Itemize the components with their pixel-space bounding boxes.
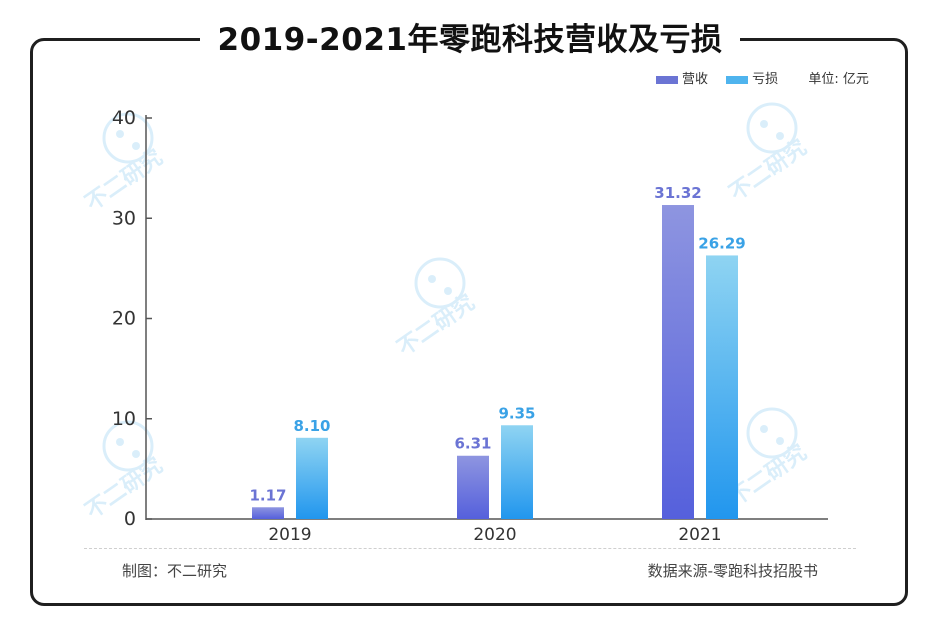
unit-label: 单位: 亿元 — [808, 72, 869, 87]
x-tick-label: 2021 — [678, 525, 721, 545]
x-ticks: 2019 2020 2021 — [268, 525, 721, 545]
data-label-revenue-2019: 1.17 — [249, 486, 286, 504]
watermark-logo-icon — [414, 257, 466, 309]
bar-revenue-2019 — [252, 507, 284, 519]
chart-title: 2019-2021年零跑科技营收及亏损 — [199, 14, 741, 59]
data-label-loss-2021: 26.29 — [698, 234, 745, 252]
watermark-dot — [132, 142, 140, 150]
legend-item-revenue: 营收 — [656, 72, 712, 87]
y-ticks: 0 10 20 30 40 — [112, 107, 152, 530]
watermark-text: 不二研究 — [392, 289, 479, 361]
watermark-dot — [116, 130, 124, 138]
legend-item-loss: 亏损 — [726, 72, 782, 87]
y-tick-label: 0 — [124, 508, 136, 530]
legend-swatch-loss — [726, 75, 749, 84]
footer-divider — [84, 548, 856, 549]
bar-loss-2020 — [501, 425, 533, 519]
watermark-1: 不二研究 — [80, 112, 167, 216]
watermark-dot — [444, 287, 452, 295]
watermark-text: 不二研究 — [724, 134, 811, 206]
x-tick-label: 2020 — [473, 525, 516, 545]
y-tick-label: 20 — [112, 308, 136, 330]
watermark-dot — [760, 120, 768, 128]
watermark-dot — [428, 275, 436, 283]
data-label-revenue-2021: 31.32 — [654, 184, 701, 202]
watermark-dot — [116, 438, 124, 446]
y-tick-label: 30 — [112, 207, 136, 229]
data-label-revenue-2020: 6.31 — [454, 435, 491, 453]
legend: 营收 亏损 单位: 亿元 — [656, 68, 869, 87]
footer-maker: 制图：不二研究 — [122, 562, 228, 580]
bars: 1.17 6.31 31.32 8.10 9.35 26.29 — [249, 184, 746, 519]
footer-source: 数据来源-零跑科技招股书 — [647, 562, 818, 580]
data-label-loss-2020: 9.35 — [498, 404, 535, 422]
watermark-dot — [776, 437, 784, 445]
y-tick-label: 10 — [112, 408, 136, 430]
data-label-loss-2019: 8.10 — [293, 417, 330, 435]
watermark-logo-icon — [746, 407, 798, 459]
legend-swatch-revenue — [656, 75, 678, 84]
watermark-logo-icon — [102, 420, 154, 472]
watermark-dot — [760, 425, 768, 433]
watermark-2: 不二研究 — [392, 257, 479, 361]
y-tick-label: 40 — [112, 107, 136, 129]
x-tick-label: 2019 — [268, 525, 311, 545]
legend-label-revenue: 营收 — [682, 72, 709, 87]
bar-loss-2019 — [296, 437, 328, 519]
watermark-dot — [776, 132, 784, 140]
watermark-logo-icon — [746, 102, 798, 154]
bar-loss-2021 — [706, 255, 738, 519]
watermark-3: 不二研究 — [724, 102, 811, 206]
watermark-text: 不二研究 — [80, 144, 167, 216]
watermark-logo-icon — [102, 112, 154, 164]
legend-label-loss: 亏损 — [752, 72, 779, 87]
bar-revenue-2020 — [457, 455, 489, 519]
bar-revenue-2021 — [662, 205, 694, 519]
watermark-dot — [132, 450, 140, 458]
